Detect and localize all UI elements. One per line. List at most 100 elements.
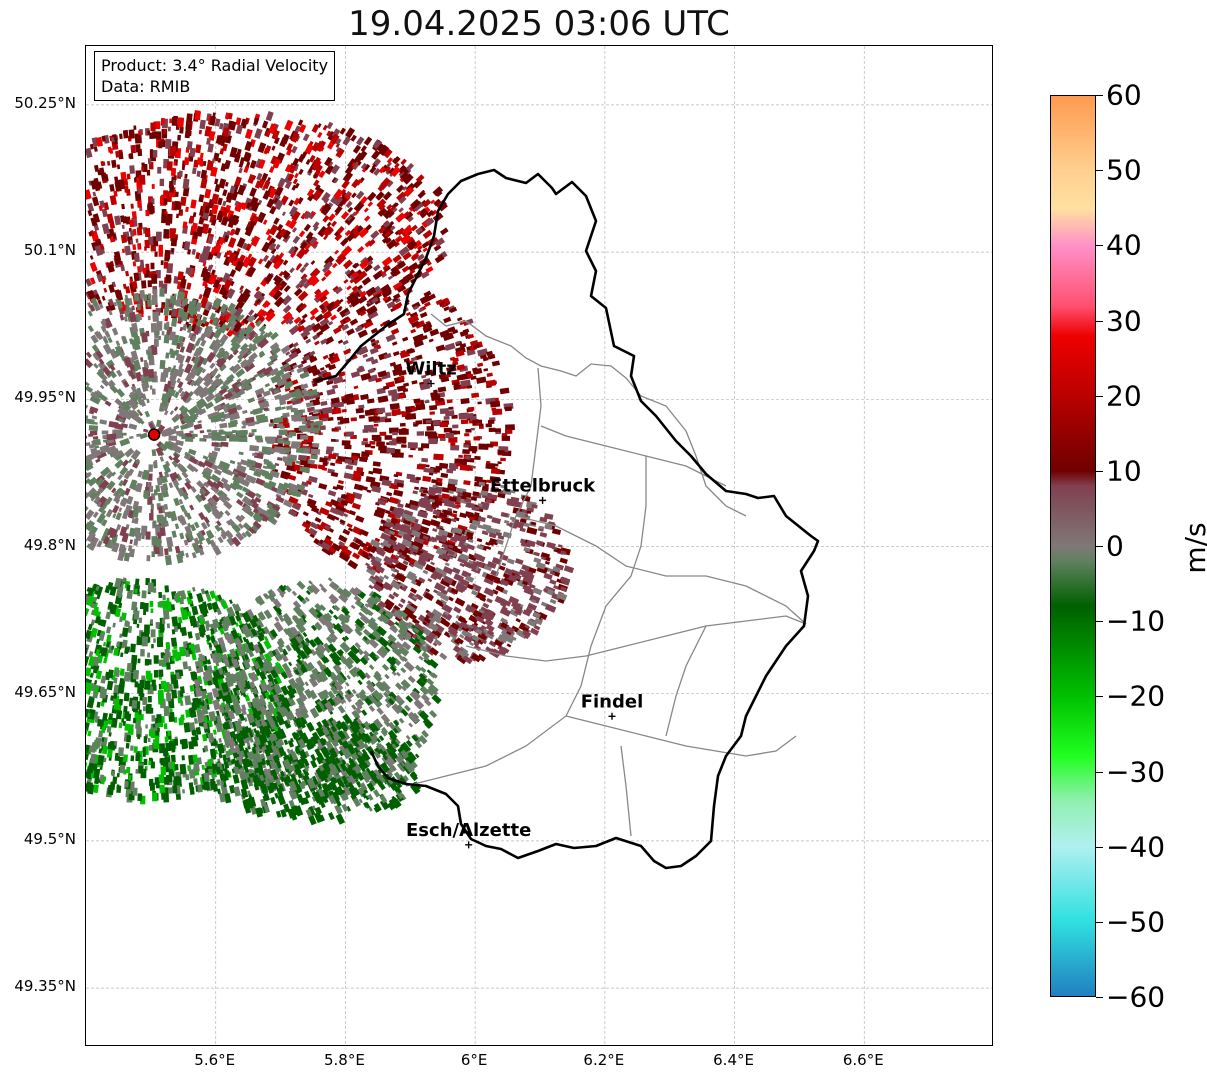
radar-echo-pixel bbox=[327, 363, 337, 371]
radar-echo-pixel bbox=[278, 270, 285, 277]
radar-echo-pixel bbox=[535, 540, 544, 546]
radar-echo-pixel bbox=[139, 713, 144, 721]
radar-echo-pixel bbox=[306, 274, 318, 286]
radar-echo-pixel bbox=[132, 717, 137, 724]
radar-echo-pixel bbox=[398, 369, 407, 377]
radar-echo-pixel bbox=[299, 276, 309, 286]
radar-echo-pixel bbox=[114, 459, 125, 469]
radar-echo-pixel bbox=[125, 742, 130, 749]
radar-echo-pixel bbox=[218, 738, 222, 743]
radar-echo-pixel bbox=[360, 145, 368, 153]
radar-echo-pixel bbox=[273, 260, 282, 270]
radar-echo-pixel bbox=[198, 194, 205, 203]
radar-echo-pixel bbox=[195, 252, 201, 260]
radar-echo-pixel bbox=[423, 467, 431, 473]
radar-echo-pixel bbox=[318, 294, 328, 303]
radar-echo-pixel bbox=[109, 183, 115, 192]
radar-echo-pixel bbox=[429, 411, 435, 415]
radar-echo-pixel bbox=[194, 110, 202, 121]
radar-echo-pixel bbox=[402, 251, 412, 261]
radar-echo-pixel bbox=[434, 361, 441, 366]
radar-echo-pixel bbox=[185, 436, 194, 443]
radar-echo-pixel bbox=[343, 278, 349, 284]
radar-echo-pixel bbox=[165, 536, 174, 547]
radar-echo-pixel bbox=[204, 205, 211, 214]
radar-echo-pixel bbox=[129, 435, 134, 440]
radar-echo-pixel bbox=[214, 305, 222, 314]
radar-echo-pixel bbox=[178, 170, 183, 178]
radar-echo-pixel bbox=[378, 203, 386, 211]
radar-echo-pixel bbox=[236, 491, 244, 499]
radar-echo-pixel bbox=[360, 372, 372, 381]
radar-echo-pixel bbox=[178, 363, 184, 370]
radar-echo-pixel bbox=[312, 382, 318, 388]
radar-echo-pixel bbox=[163, 229, 170, 239]
radar-echo-pixel bbox=[207, 264, 213, 272]
radar-echo-pixel bbox=[490, 468, 501, 475]
radar-echo-pixel bbox=[327, 490, 337, 497]
radar-echo-pixel bbox=[267, 237, 277, 247]
radar-echo-pixel bbox=[259, 159, 266, 168]
radar-echo-pixel bbox=[235, 124, 244, 135]
radar-echo-pixel bbox=[367, 201, 374, 208]
radar-echo-pixel bbox=[478, 423, 484, 427]
radar-echo-pixel bbox=[514, 558, 524, 565]
radar-echo-pixel bbox=[363, 438, 368, 442]
radar-echo-pixel bbox=[307, 192, 315, 202]
radar-echo-pixel bbox=[331, 262, 338, 269]
radar-echo-pixel bbox=[322, 225, 334, 237]
radar-echo-pixel bbox=[464, 444, 470, 448]
radar-echo-pixel bbox=[254, 290, 263, 300]
radar-echo-pixel bbox=[143, 490, 150, 500]
radar-echo-pixel bbox=[190, 323, 198, 332]
radar-echo-pixel bbox=[376, 198, 387, 209]
radar-echo-pixel bbox=[234, 176, 242, 186]
radar-echo-pixel bbox=[563, 565, 575, 574]
radar-echo-pixel bbox=[128, 129, 135, 139]
radar-echo-pixel bbox=[384, 165, 391, 173]
radar-echo-pixel bbox=[349, 278, 356, 284]
radar-echo-pixel bbox=[245, 243, 252, 252]
radar-echo-pixel bbox=[241, 256, 252, 268]
radar-echo-pixel bbox=[169, 118, 173, 124]
radar-echo-pixel bbox=[164, 315, 169, 322]
radar-echo-pixel bbox=[240, 429, 248, 435]
radar-echo-pixel bbox=[288, 199, 295, 207]
radar-echo-pixel bbox=[299, 241, 308, 250]
radar-echo-pixel bbox=[106, 434, 114, 439]
radar-echo-pixel bbox=[311, 240, 319, 249]
radar-echo-pixel bbox=[450, 442, 456, 446]
radar-echo-pixel bbox=[384, 237, 392, 245]
radar-echo-pixel bbox=[211, 432, 222, 439]
radar-echo-pixel bbox=[120, 171, 127, 182]
radar-echo-pixel bbox=[396, 184, 405, 193]
radar-echo-pixel bbox=[369, 347, 379, 355]
radar-echo-pixel bbox=[89, 277, 96, 285]
radar-echo-pixel bbox=[187, 249, 192, 255]
radar-echo-pixel bbox=[101, 378, 110, 387]
radar-echo-pixel bbox=[202, 270, 211, 283]
radar-echo-pixel bbox=[112, 622, 116, 628]
radar-echo-pixel bbox=[165, 352, 170, 359]
radar-echo-pixel bbox=[346, 328, 355, 336]
radar-echo-pixel bbox=[151, 449, 157, 457]
radar-echo-pixel bbox=[186, 282, 192, 290]
radar-echo-pixel bbox=[402, 173, 414, 185]
radar-echo-pixel bbox=[306, 188, 315, 197]
radar-echo-pixel bbox=[115, 710, 123, 720]
radar-echo-pixel bbox=[219, 148, 225, 155]
radar-echo-pixel bbox=[292, 178, 298, 185]
radar-echo-pixel bbox=[113, 701, 120, 710]
radar-echo-pixel bbox=[245, 161, 251, 168]
radar-echo-pixel bbox=[144, 228, 151, 238]
radar-echo-pixel bbox=[428, 338, 434, 343]
radar-echo-pixel bbox=[325, 501, 333, 508]
radar-echo-pixel bbox=[381, 270, 387, 276]
radar-echo-pixel bbox=[447, 326, 456, 333]
radar-echo-pixel bbox=[174, 545, 181, 554]
radar-echo-pixel bbox=[250, 201, 260, 212]
radar-echo-pixel bbox=[152, 131, 157, 139]
radar-echo-pixel bbox=[192, 212, 197, 218]
radar-echo-pixel bbox=[218, 237, 225, 246]
